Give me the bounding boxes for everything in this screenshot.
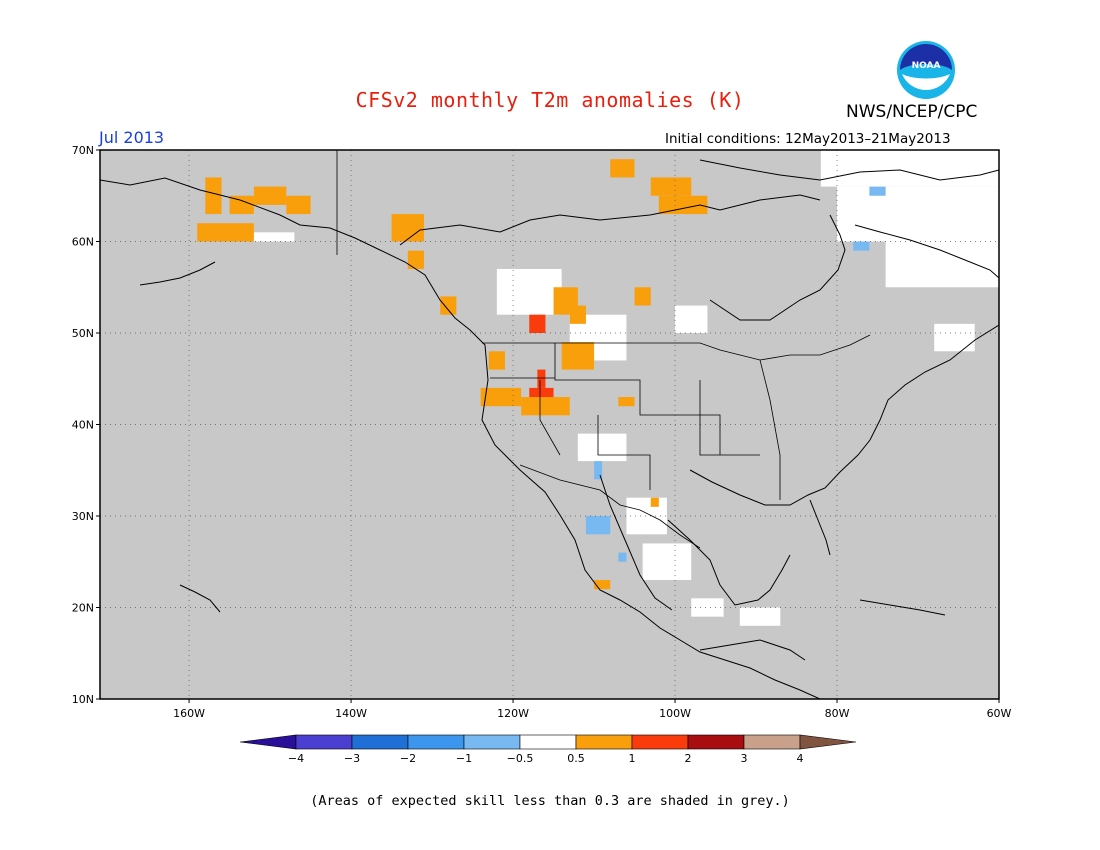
lat-label: 30N bbox=[72, 510, 94, 523]
noaa-logo-text: NOAA bbox=[912, 61, 941, 71]
colorbar-segment bbox=[519, 734, 577, 750]
anomaly-cell-5 bbox=[391, 214, 424, 242]
anomaly-cell-18 bbox=[618, 397, 635, 407]
lat-label: 50N bbox=[72, 327, 94, 340]
anomaly-cell-20 bbox=[594, 580, 611, 590]
colorbar-segment bbox=[407, 734, 465, 750]
colorbar-tick-label: 4 bbox=[797, 752, 804, 765]
neutral-cell-8 bbox=[642, 543, 692, 581]
neutral-cell-3 bbox=[820, 150, 999, 187]
lat-label: 10N bbox=[72, 693, 94, 706]
anomaly-cell-9 bbox=[569, 305, 586, 324]
colorbar-tick-label: 1 bbox=[629, 752, 636, 765]
colorbar-left-arrow bbox=[239, 734, 297, 750]
neutral-cell-10 bbox=[739, 607, 781, 626]
neutral-cell-6 bbox=[577, 433, 627, 462]
anomaly-cell-24 bbox=[594, 461, 603, 480]
lon-label: 100W bbox=[659, 707, 691, 720]
neutral-cell-5 bbox=[885, 241, 999, 288]
anomaly-cell-13 bbox=[658, 195, 708, 215]
anomaly-cell-27 bbox=[853, 241, 870, 251]
colorbar-tick-label: 0.5 bbox=[567, 752, 585, 765]
forecast-month: Jul 2013 bbox=[99, 128, 165, 147]
lon-label: 140W bbox=[335, 707, 367, 720]
anomaly-cell-4 bbox=[197, 223, 254, 242]
lat-label: 70N bbox=[72, 144, 94, 157]
colorbar-segment bbox=[351, 734, 409, 750]
lon-label: 80W bbox=[825, 707, 850, 720]
colorbar-segment bbox=[463, 734, 521, 750]
colorbar-segment bbox=[295, 734, 353, 750]
coastlines bbox=[100, 159, 999, 699]
anomaly-cell-21 bbox=[529, 314, 546, 333]
skill-note: (Areas of expected skill less than 0.3 a… bbox=[310, 793, 790, 809]
anomaly-cell-12 bbox=[650, 177, 692, 196]
anomaly-cell-1 bbox=[229, 195, 254, 215]
colorbar-right-arrow bbox=[799, 734, 857, 750]
initial-conditions: Initial conditions: 12May2013–21May2013 bbox=[665, 131, 951, 147]
lon-label: 120W bbox=[497, 707, 529, 720]
anomaly-cell-6 bbox=[407, 250, 424, 269]
colorbar-tick-label: −2 bbox=[400, 752, 416, 765]
lon-label: 160W bbox=[173, 707, 205, 720]
anomaly-cell-16 bbox=[521, 397, 570, 416]
anomaly-cell-19 bbox=[650, 497, 659, 507]
lat-label: 20N bbox=[72, 602, 94, 615]
color-scale-legend: −4 −3 −2 −1 −0.5 0.5 1 2 3 4 bbox=[239, 734, 857, 765]
neutral-cell-12 bbox=[934, 323, 975, 352]
anomaly-cell-23 bbox=[537, 369, 546, 388]
colorbar-tick-label: −4 bbox=[288, 752, 304, 765]
latitude-labels: 70N 60N 50N 40N 30N 20N 10N bbox=[72, 144, 100, 706]
neutral-cell-0 bbox=[496, 268, 562, 315]
neutral-cell-2 bbox=[675, 305, 708, 333]
anomaly-cell-15 bbox=[480, 387, 522, 407]
anomaly-cell-25 bbox=[585, 516, 611, 535]
lat-label: 40N bbox=[72, 419, 94, 432]
anomaly-cell-22 bbox=[529, 387, 554, 398]
colorbar-segment bbox=[575, 734, 633, 750]
anomaly-cell-10 bbox=[634, 287, 651, 306]
anomaly-cell-2 bbox=[253, 186, 287, 205]
colorbar-tick-label: 3 bbox=[741, 752, 748, 765]
colorbar-tick-label: −1 bbox=[456, 752, 472, 765]
neutral-cell-4 bbox=[837, 186, 999, 242]
colorbar-tick-label: −3 bbox=[344, 752, 360, 765]
colorbar-segment bbox=[631, 734, 689, 750]
lat-label: 60N bbox=[72, 236, 94, 249]
anomaly-cell-3 bbox=[286, 195, 311, 215]
anomaly-cell-26 bbox=[869, 186, 886, 196]
anomaly-cell-0 bbox=[205, 177, 222, 215]
anomaly-cell-17 bbox=[488, 351, 505, 370]
chart-title: CFSv2 monthly T2m anomalies (K) bbox=[355, 88, 745, 112]
anomaly-cell-11 bbox=[610, 159, 635, 178]
anomaly-cell-14 bbox=[561, 342, 595, 370]
agency-label: NWS/NCEP/CPC bbox=[846, 102, 978, 122]
colorbar-tick-label: −0.5 bbox=[507, 752, 534, 765]
anomaly-cells bbox=[197, 159, 886, 590]
neutral-cell-9 bbox=[691, 598, 724, 617]
colorbar-segment bbox=[687, 734, 745, 750]
colorbar-segment bbox=[743, 734, 801, 750]
colorbar-tick-label: 2 bbox=[685, 752, 692, 765]
lon-label: 60W bbox=[987, 707, 1012, 720]
longitude-labels: 160W 140W 120W 100W 80W 60W bbox=[173, 699, 1012, 720]
anomaly-cell-7 bbox=[440, 296, 457, 315]
political-borders bbox=[336, 150, 871, 549]
noaa-logo: NOAA bbox=[897, 41, 955, 99]
anomaly-cell-28 bbox=[618, 552, 627, 562]
